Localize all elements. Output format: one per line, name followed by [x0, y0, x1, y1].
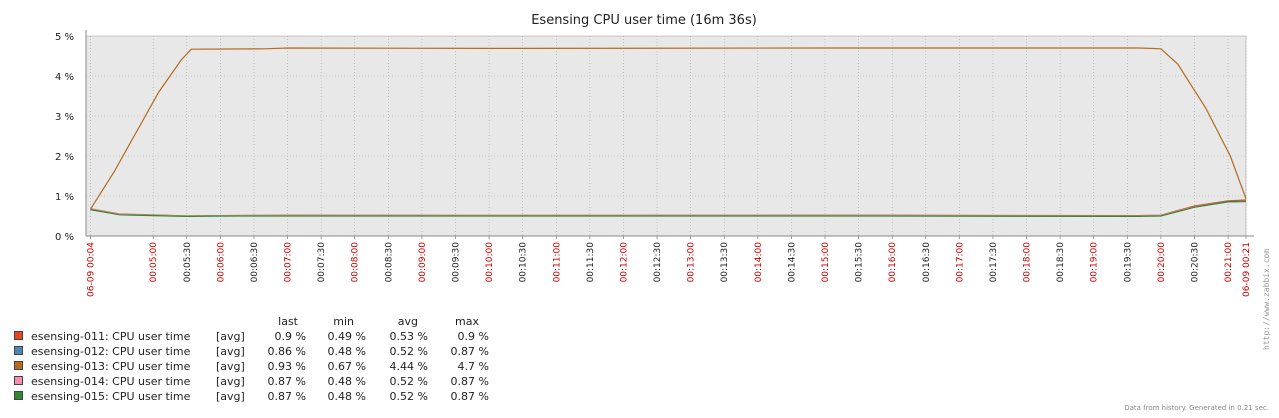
legend-avg-value: 0.52 % — [389, 390, 428, 403]
legend-max-value: 4.7 % — [457, 360, 489, 373]
legend-last-value: 0.93 % — [267, 360, 306, 373]
legend-avg-value: 0.52 % — [389, 375, 428, 388]
series-line-5 — [90, 200, 1247, 218]
x-tick-label: 00:21:00 — [1224, 242, 1234, 283]
x-tick-label: 00:06:00 — [216, 242, 226, 283]
legend-min-value: 0.67 % — [327, 360, 366, 373]
legend-aggregation: [avg] — [216, 375, 245, 388]
x-tick-label: 00:20:30 — [1190, 242, 1200, 283]
grid-lines — [86, 36, 1247, 236]
legend-header-max: max — [455, 315, 479, 328]
x-tick-label: 00:11:30 — [586, 242, 596, 283]
x-tick-label: 00:12:00 — [619, 242, 629, 283]
legend-min-value: 0.48 % — [327, 345, 366, 358]
legend-series-name: esensing-015: CPU user time — [31, 390, 191, 403]
legend-aggregation: [avg] — [216, 360, 245, 373]
legend-max-value: 0.87 % — [450, 375, 489, 388]
cpu-chart: Esensing CPU user time (16m 36s) 5 % 4 % 3… — [55, 13, 1254, 297]
legend-last-value: 0.9 % — [274, 330, 306, 343]
x-tick-label: 00:14:30 — [787, 242, 797, 283]
legend-series-name: esensing-012: CPU user time — [31, 345, 191, 358]
legend-color-swatch — [14, 361, 23, 370]
x-tick-label: 00:18:30 — [1056, 242, 1066, 283]
legend-max-value: 0.9 % — [457, 330, 489, 343]
x-tick-label: 00:19:30 — [1123, 242, 1133, 283]
generation-footer: Data from history. Generated in 0.21 sec… — [1124, 404, 1269, 412]
legend-aggregation: [avg] — [216, 345, 245, 358]
x-tick-label: 00:06:30 — [250, 242, 260, 283]
legend-aggregation: [avg] — [216, 330, 245, 343]
legend-last-value: 0.87 % — [267, 375, 306, 388]
x-tick-label: 00:17:30 — [989, 242, 999, 283]
legend-header-avg: avg — [397, 315, 418, 328]
x-tick-label: 00:07:00 — [284, 242, 294, 283]
x-axis: 06-09 00:04 00:05:00 00:05:30 00:06:00 00:06… — [86, 235, 1254, 297]
y-axis: 5 % 4 % 3 % 2 % 1 % 0 % — [55, 30, 87, 243]
x-tick-label: 00:10:00 — [485, 242, 495, 283]
y-tick-label: 2 % — [55, 152, 74, 163]
x-tick-label: 00:15:30 — [855, 242, 865, 283]
x-tick-label: 00:14:00 — [754, 242, 764, 283]
plot-area — [85, 35, 1247, 237]
x-tick-label: 00:10:30 — [519, 242, 529, 283]
legend-min-value: 0.48 % — [327, 390, 366, 403]
x-tick-label: 00:08:00 — [351, 242, 361, 283]
x-tick-label: 00:20:00 — [1157, 242, 1167, 283]
legend-avg-value: 0.53 % — [389, 330, 428, 343]
y-tick-label: 1 % — [55, 192, 74, 203]
x-tick-label: 00:09:00 — [418, 242, 428, 283]
x-tick-label: 06-09 00:21 — [1242, 242, 1252, 297]
legend-series-name: esensing-013: CPU user time — [31, 360, 191, 373]
series-line-3 — [89, 47, 1247, 210]
x-tick-label: 00:08:30 — [384, 242, 394, 283]
x-tick-label: 00:05:30 — [183, 242, 193, 283]
legend-avg-value: 4.44 % — [389, 360, 428, 373]
x-tick-label: 00:16:30 — [922, 242, 932, 283]
series-lines — [89, 47, 1247, 218]
legend-max-value: 0.87 % — [450, 345, 489, 358]
x-tick-label: 00:18:00 — [1023, 242, 1033, 283]
legend-header-last: last — [278, 315, 298, 328]
x-tick-label: 00:17:00 — [955, 242, 965, 283]
legend-last-value: 0.86 % — [267, 345, 306, 358]
legend-color-swatch — [14, 331, 23, 340]
x-tick-label: 00:13:30 — [720, 242, 730, 283]
legend-aggregation: [avg] — [216, 390, 245, 403]
y-tick-label: 3 % — [55, 112, 74, 123]
legend-max-value: 0.87 % — [450, 390, 489, 403]
x-tick-label: 00:15:00 — [821, 242, 831, 283]
legend-last-value: 0.87 % — [267, 390, 306, 403]
x-tick-label: 00:12:30 — [653, 242, 663, 283]
y-tick-label: 4 % — [55, 72, 74, 83]
legend-color-swatch — [14, 346, 23, 355]
x-tick-label: 00:05:00 — [149, 242, 159, 283]
zabbix-credit: http://www.zabbix.com — [1262, 248, 1271, 350]
x-tick-label: 00:11:00 — [552, 242, 562, 283]
legend-color-swatch — [14, 376, 23, 385]
x-tick-label: 00:19:00 — [1090, 242, 1100, 283]
legend-min-value: 0.49 % — [327, 330, 366, 343]
legend-avg-value: 0.52 % — [389, 345, 428, 358]
legend-min-value: 0.48 % — [327, 375, 366, 388]
x-tick-label: 00:16:00 — [888, 242, 898, 283]
x-tick-label: 06-09 00:04 — [86, 242, 96, 297]
legend-series-name: esensing-014: CPU user time — [31, 375, 191, 388]
x-tick-label: 00:07:30 — [317, 242, 327, 283]
y-tick-label: 5 % — [55, 32, 74, 43]
chart-title: Esensing CPU user time (16m 36s) — [531, 13, 757, 28]
legend-color-swatch — [14, 391, 23, 400]
x-tick-label: 00:09:30 — [451, 242, 461, 283]
y-tick-label: 0 % — [55, 232, 74, 243]
legend-series-name: esensing-011: CPU user time — [31, 330, 191, 343]
legend-header-min: min — [333, 315, 354, 328]
x-tick-label: 00:13:00 — [687, 242, 697, 283]
